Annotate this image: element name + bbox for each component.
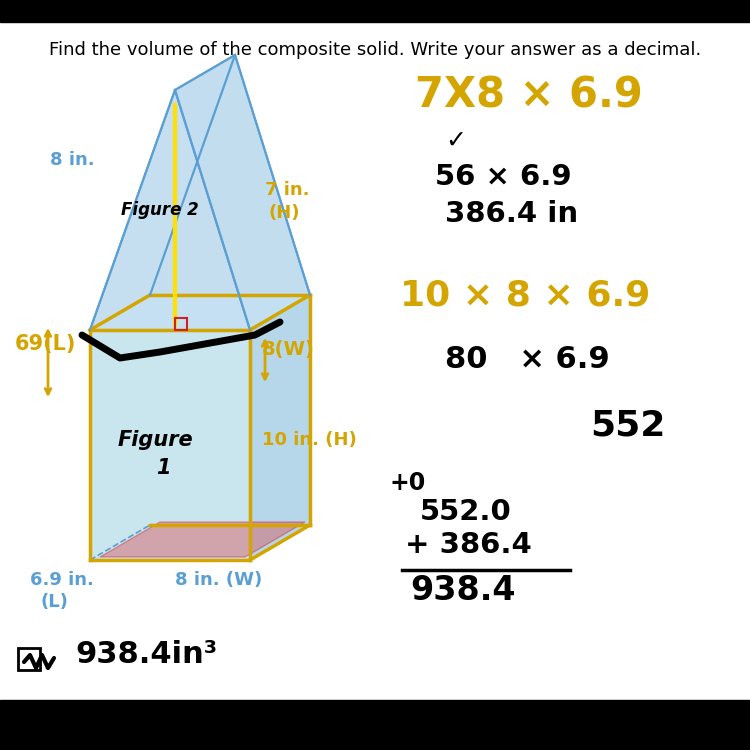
Text: + 386.4: + 386.4 xyxy=(405,531,532,559)
Text: 8(W): 8(W) xyxy=(262,340,315,359)
Bar xyxy=(18,648,40,670)
Text: +0: +0 xyxy=(390,471,426,495)
Text: 10 in. (H): 10 in. (H) xyxy=(262,431,357,449)
Text: Figure: Figure xyxy=(117,430,193,450)
Text: ✓: ✓ xyxy=(445,129,466,153)
Polygon shape xyxy=(100,522,305,557)
Text: 6.9 in.: 6.9 in. xyxy=(30,571,94,589)
Polygon shape xyxy=(90,295,310,330)
Text: 552: 552 xyxy=(590,408,665,442)
Text: 552.0: 552.0 xyxy=(420,498,512,526)
Polygon shape xyxy=(90,90,250,330)
Text: 1: 1 xyxy=(156,458,170,478)
Text: 8 in.: 8 in. xyxy=(50,151,94,169)
Text: 7X8 × 6.9: 7X8 × 6.9 xyxy=(415,75,643,117)
Text: (L): (L) xyxy=(40,593,68,611)
Text: 938.4in³: 938.4in³ xyxy=(75,640,217,669)
Polygon shape xyxy=(250,295,310,560)
Polygon shape xyxy=(90,330,250,560)
Text: 80   × 6.9: 80 × 6.9 xyxy=(445,345,610,374)
Text: (H): (H) xyxy=(268,204,299,222)
Bar xyxy=(0,0,750,22)
Polygon shape xyxy=(150,55,310,295)
Polygon shape xyxy=(175,55,310,330)
Text: 10 × 8 × 6.9: 10 × 8 × 6.9 xyxy=(400,278,650,312)
Text: Figure 2: Figure 2 xyxy=(122,201,199,219)
Text: 8 in. (W): 8 in. (W) xyxy=(175,571,262,589)
Text: Find the volume of the composite solid. Write your answer as a decimal.: Find the volume of the composite solid. … xyxy=(49,41,701,59)
Text: 56 × 6.9: 56 × 6.9 xyxy=(435,163,572,191)
Text: 938.4: 938.4 xyxy=(410,574,515,607)
Text: 386.4 in: 386.4 in xyxy=(445,200,578,228)
Polygon shape xyxy=(90,55,235,330)
Text: 69(L): 69(L) xyxy=(15,334,76,354)
Bar xyxy=(0,700,750,750)
Bar xyxy=(175,318,187,330)
Text: 7 in.: 7 in. xyxy=(265,181,310,199)
